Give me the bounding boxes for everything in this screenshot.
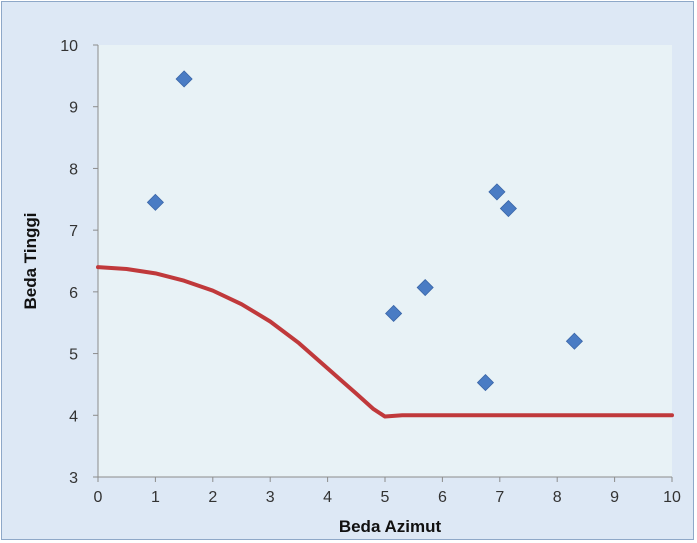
y-tick-label: 8 bbox=[69, 161, 78, 178]
data-point bbox=[476, 374, 495, 392]
x-axis-ticks: 0 1 2 3 4 5 6 7 8 9 10 bbox=[94, 477, 681, 506]
y-tick-label: 5 bbox=[69, 347, 78, 364]
series-layer bbox=[96, 70, 674, 419]
data-point bbox=[499, 199, 517, 218]
data-point bbox=[175, 70, 193, 88]
x-tick-label: 3 bbox=[266, 489, 275, 506]
y-tick-label: 9 bbox=[69, 100, 78, 117]
y-tick-label: 4 bbox=[69, 408, 78, 425]
x-tick-label: 1 bbox=[151, 489, 160, 506]
x-tick-label: 0 bbox=[94, 489, 103, 506]
x-tick-label: 7 bbox=[495, 489, 504, 506]
x-tick-label: 5 bbox=[381, 489, 390, 506]
y-axis-ticks: 3 4 5 6 7 8 9 10 bbox=[60, 38, 98, 487]
data-point bbox=[565, 332, 583, 350]
y-tick-label: 7 bbox=[69, 223, 78, 240]
y-tick-label: 10 bbox=[60, 38, 78, 55]
y-axis-title: Beda Tinggi bbox=[21, 213, 40, 310]
y-tick-label: 6 bbox=[69, 285, 78, 302]
x-tick-label: 10 bbox=[663, 489, 681, 506]
data-point bbox=[146, 193, 164, 211]
threshold-curve bbox=[96, 265, 674, 419]
x-axis-title: Beda Azimut bbox=[339, 517, 442, 536]
plot-area bbox=[98, 45, 672, 477]
y-tick-label: 3 bbox=[69, 470, 78, 487]
x-tick-label: 6 bbox=[438, 489, 447, 506]
x-tick-label: 4 bbox=[323, 489, 332, 506]
data-point bbox=[416, 278, 434, 297]
data-point bbox=[488, 183, 506, 201]
x-tick-label: 8 bbox=[553, 489, 562, 506]
x-tick-label: 9 bbox=[610, 489, 619, 506]
data-point bbox=[385, 304, 403, 323]
x-tick-label: 2 bbox=[208, 489, 217, 506]
